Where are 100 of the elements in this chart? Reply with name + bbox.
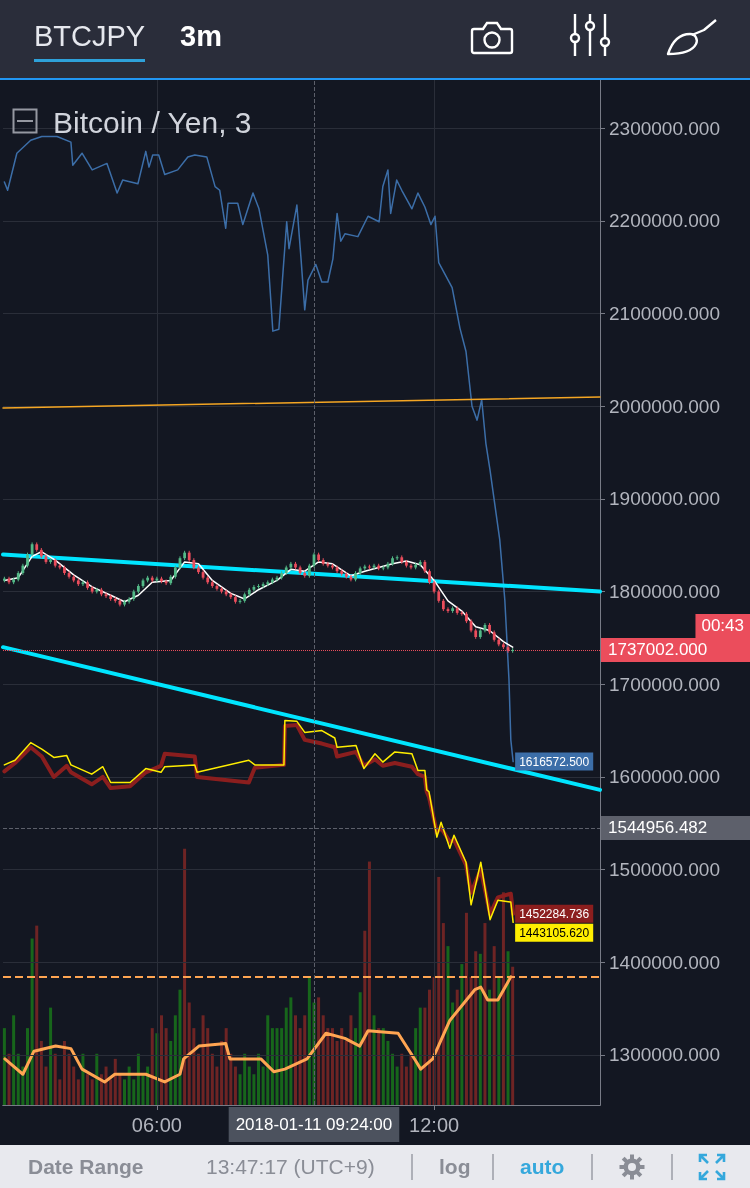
bar [460,964,464,1105]
candlestick [289,561,293,570]
bar [12,1015,16,1105]
bar [150,1028,154,1105]
text: 00:43 [701,616,745,636]
bar [501,892,505,1105]
bar [169,1040,173,1105]
bar [16,1053,20,1105]
bar [409,1053,413,1105]
bar [95,1053,99,1105]
data-label: 1443105.620 [519,925,590,940]
y-tick-label: 2100000.000 [609,303,720,325]
candlestick [127,596,131,605]
bar [349,1015,353,1105]
bar [86,1074,90,1105]
bar [497,976,501,1105]
bar [183,848,187,1105]
bar [53,1053,57,1105]
bar [363,930,367,1105]
bar [321,1015,325,1105]
y-tick-label: 1300000.000 [609,1044,720,1066]
bar [187,1002,191,1105]
bar [243,1053,247,1105]
bar [340,1028,344,1105]
bar [367,861,371,1105]
x-tick-label: 06:00 [131,1114,182,1136]
bar [307,976,311,1105]
bar [270,1028,274,1105]
text: log [439,1155,471,1179]
bar [511,966,515,1105]
bar [280,1028,284,1105]
bar [317,997,321,1105]
bar [358,992,362,1105]
bar [113,1058,117,1105]
bar [123,1079,127,1105]
text: BTCJPY [34,20,146,62]
bar [178,989,182,1105]
y-tick-label: 1700000.000 [609,673,720,695]
bar [391,1053,395,1105]
bar [492,946,496,1105]
text: Bitcoin / Yen, 3 [53,105,252,139]
y-tick-label: 1500000.000 [609,859,720,881]
bar [293,1015,297,1105]
y-tick-label: 2300000.000 [609,117,720,139]
bar [506,951,510,1105]
bar [127,1066,131,1105]
bar [30,938,34,1105]
candlestick [395,554,399,561]
bar [196,1053,200,1105]
bar [2,1028,6,1105]
bar [275,1028,279,1105]
bar [62,1040,66,1105]
bar [35,925,39,1105]
ref-line-label: 1544956.482 [608,818,708,838]
line-series [3,550,514,648]
bar [404,1066,408,1105]
bar [451,1002,455,1105]
bar [395,1066,399,1105]
y-tick-label: 1400000.000 [609,951,720,973]
bar [423,1007,427,1105]
bar [266,1015,270,1105]
bar [233,1066,237,1105]
text: 3m [180,20,222,53]
bar [381,1028,385,1105]
bar [220,1040,224,1105]
bar [49,1007,53,1105]
y-tick-label: 1900000.000 [609,488,720,510]
bar [418,1007,422,1105]
bar [464,912,468,1105]
data-label: 1616572.500 [519,754,590,769]
bar [39,1040,43,1105]
ref-line-label: 1737002.000 [608,640,708,660]
data-label: 1452284.736 [519,906,590,921]
ref-line-label: 2018-01-11 09:24:00 [235,1115,393,1134]
bar [303,1015,307,1105]
bar [257,1053,261,1105]
bar [427,989,431,1105]
bar [330,1028,334,1105]
bar [146,1066,150,1105]
bar [441,923,445,1105]
bar [478,953,482,1105]
bar [90,1079,94,1105]
bar [104,1066,108,1105]
candlestick [261,581,265,589]
bar [400,1053,404,1105]
bar [159,1015,163,1105]
bar [136,1053,140,1105]
bar [76,1079,80,1105]
bar [289,997,293,1105]
bar [67,1053,71,1105]
bar [437,876,441,1105]
text: 13:47:17 (UTC+9) [206,1155,375,1179]
bar [446,946,450,1105]
bar [164,1028,168,1105]
bar [488,989,492,1105]
y-tick-label: 2000000.000 [609,395,720,417]
y-tick-label: 1800000.000 [609,581,720,603]
bar [372,1015,376,1105]
bar [201,1015,205,1105]
bar [483,923,487,1105]
